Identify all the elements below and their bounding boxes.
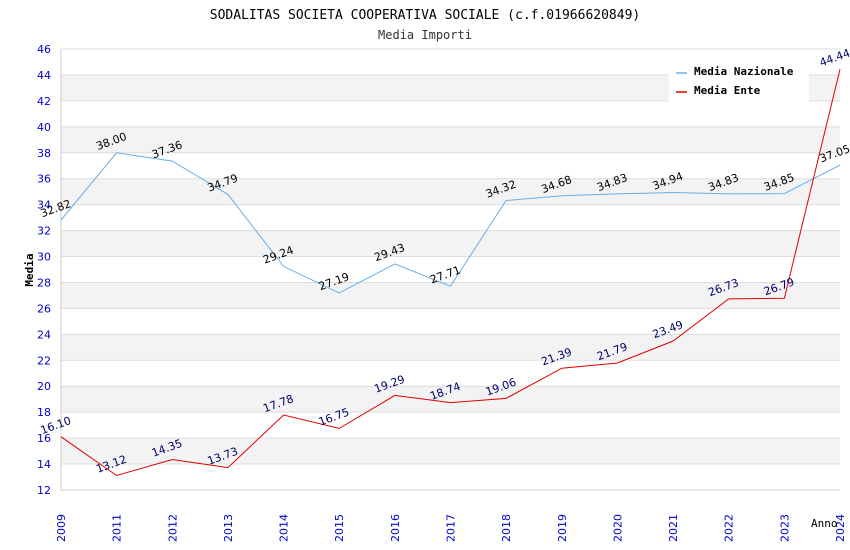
grid-band bbox=[61, 308, 840, 335]
grid-band bbox=[61, 256, 840, 283]
grid-band bbox=[61, 464, 840, 490]
grid-band bbox=[61, 360, 840, 387]
y-tick-label: 32 bbox=[37, 225, 51, 238]
y-axis-label: Media bbox=[23, 253, 36, 286]
y-tick-label: 36 bbox=[37, 173, 51, 186]
x-tick-label: 2020 bbox=[611, 514, 624, 542]
y-tick-label: 26 bbox=[37, 302, 51, 315]
grid-lines bbox=[61, 48, 840, 491]
grid-band bbox=[61, 100, 840, 127]
x-tick-label: 2022 bbox=[723, 514, 736, 542]
legend-label-media-ente: Media Ente bbox=[694, 84, 761, 97]
grid-band bbox=[61, 230, 840, 257]
y-tick-label: 40 bbox=[37, 121, 51, 134]
legend-box bbox=[669, 60, 809, 102]
y-tick-label: 38 bbox=[37, 147, 51, 160]
chart-subtitle: Media Importi bbox=[378, 28, 472, 42]
series-layer bbox=[60, 69, 841, 477]
grid-band bbox=[61, 282, 840, 309]
x-tick-label: 2017 bbox=[445, 514, 458, 542]
grid-band bbox=[61, 334, 840, 361]
y-tick-label: 18 bbox=[37, 406, 51, 419]
grid-band bbox=[61, 204, 840, 231]
x-tick-label: 2009 bbox=[55, 514, 68, 542]
x-tick-label: 2024 bbox=[834, 514, 847, 542]
y-tick-label: 24 bbox=[37, 328, 51, 341]
legend-label-media-nazionale: Media Nazionale bbox=[694, 65, 794, 78]
series-line-media-ente bbox=[60, 69, 841, 477]
y-tick-label: 16 bbox=[37, 432, 51, 445]
grid-band bbox=[61, 412, 840, 439]
x-tick-label: 2016 bbox=[389, 514, 402, 542]
x-tick-label: 2015 bbox=[333, 514, 346, 542]
y-tick-labels: 12 14 16 18 20 22 24 26 28 30 32 34 36 38 40 42 44 46 bbox=[37, 43, 51, 497]
series-line-media-nazionale bbox=[60, 152, 841, 294]
grid-bands bbox=[61, 49, 840, 490]
x-tick-label: 2011 bbox=[111, 514, 124, 542]
y-tick-label: 12 bbox=[37, 484, 51, 497]
grid-band bbox=[61, 152, 840, 179]
x-tick-label: 2023 bbox=[778, 514, 791, 542]
x-tick-label: 2018 bbox=[500, 514, 513, 542]
x-tick-label: 2019 bbox=[556, 514, 569, 542]
y-tick-label: 22 bbox=[37, 354, 51, 367]
y-tick-label: 14 bbox=[37, 458, 51, 471]
y-tick-label: 42 bbox=[37, 95, 51, 108]
y-tick-label: 30 bbox=[37, 251, 51, 264]
x-tick-label: 2014 bbox=[278, 514, 291, 542]
grid-band bbox=[61, 386, 840, 413]
x-tick-label: 2021 bbox=[667, 514, 680, 542]
chart-title: SODALITAS SOCIETA COOPERATIVA SOCIALE (c… bbox=[210, 8, 640, 23]
y-tick-label: 28 bbox=[37, 276, 51, 289]
x-tick-label: 2012 bbox=[166, 514, 179, 542]
x-tick-labels: 2009 2011 2012 2013 2014 2015 2016 2017 2018 2019… bbox=[55, 514, 847, 542]
x-axis-label: Anno bbox=[811, 517, 838, 530]
grid-band bbox=[61, 126, 840, 153]
grid-band bbox=[61, 178, 840, 205]
y-tick-label: 34 bbox=[37, 199, 51, 212]
y-tick-label: 44 bbox=[37, 69, 51, 82]
x-tick-label: 2013 bbox=[222, 514, 235, 542]
y-tick-label: 46 bbox=[37, 43, 51, 56]
grid-band bbox=[61, 438, 840, 465]
y-tick-label: 20 bbox=[37, 380, 51, 393]
legend: Media Nazionale Media Ente bbox=[669, 60, 809, 102]
